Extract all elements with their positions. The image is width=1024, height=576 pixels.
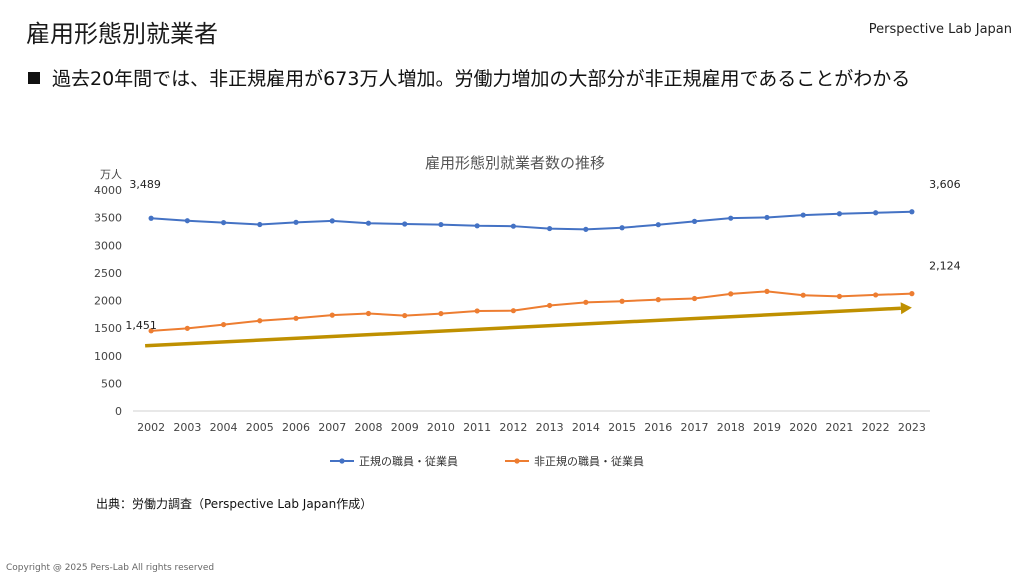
- x-tick-label: 2018: [717, 421, 745, 434]
- data-point: [619, 225, 625, 231]
- x-tick-label: 2012: [499, 421, 527, 434]
- data-point: [547, 225, 553, 232]
- data-point: [402, 312, 408, 319]
- x-tick-label: 2010: [427, 421, 455, 434]
- data-label: 1,451: [125, 319, 157, 332]
- x-tick-label: 2020: [789, 421, 817, 434]
- data-point: [220, 219, 227, 226]
- y-tick-label: 1000: [94, 350, 122, 363]
- x-tick-label: 2004: [210, 421, 238, 434]
- data-point: [257, 318, 263, 324]
- legend-swatch-marker: [339, 458, 345, 464]
- square-bullet-icon: [28, 71, 40, 84]
- data-point: [800, 212, 806, 218]
- data-point: [148, 215, 154, 221]
- summary-text: 過去20年間では、非正規雇用が673万人増加。労働力増加の大部分が非正規雇用であ…: [52, 68, 911, 90]
- x-tick-label: 2002: [137, 421, 165, 434]
- data-point: [691, 218, 698, 224]
- data-point: [293, 315, 299, 321]
- y-tick-label: 3500: [94, 212, 122, 225]
- x-tick-label: 2019: [753, 421, 781, 434]
- data-point: [329, 218, 335, 224]
- data-point: [583, 226, 589, 232]
- y-tick-label: 0: [115, 405, 122, 418]
- y-tick-label: 2000: [94, 295, 122, 308]
- trend-arrow-head: [900, 302, 912, 315]
- data-point: [293, 219, 299, 225]
- x-tick-label: 2016: [644, 421, 672, 434]
- data-point: [691, 295, 698, 302]
- data-point: [365, 310, 372, 317]
- data-label: 2,124: [929, 260, 961, 273]
- data-point: [184, 325, 190, 331]
- series-line-1: [151, 210, 912, 231]
- y-axis-unit: 万人: [100, 168, 122, 181]
- x-tick-label: 2015: [608, 421, 636, 434]
- data-point: [655, 222, 661, 228]
- data-point: [873, 210, 879, 216]
- summary-bullet: 過去20年間では、非正規雇用が673万人増加。労働力増加の大部分が非正規雇用であ…: [28, 64, 910, 91]
- page-title: 雇用形態別就業者: [26, 20, 218, 48]
- data-point: [764, 288, 770, 294]
- data-point: [583, 299, 589, 305]
- x-tick-label: 2022: [862, 421, 890, 434]
- data-point: [402, 221, 408, 227]
- x-tick-label: 2017: [681, 421, 709, 434]
- copyright: Copyright @ 2025 Pers-Lab All rights res…: [6, 563, 215, 573]
- y-tick-label: 500: [101, 377, 122, 390]
- x-tick-label: 2007: [318, 421, 346, 434]
- x-tick-label: 2013: [536, 421, 564, 434]
- y-tick-label: 1500: [94, 322, 122, 335]
- legend-label: 非正規の職員・従業員: [534, 454, 644, 468]
- y-tick-label: 3000: [94, 239, 122, 252]
- y-tick-label: 2500: [94, 267, 122, 280]
- data-point: [728, 291, 734, 297]
- data-point: [438, 221, 444, 228]
- data-point: [547, 302, 553, 309]
- data-point: [873, 292, 879, 298]
- x-tick-label: 2014: [572, 421, 600, 434]
- data-point: [909, 291, 915, 297]
- data-point: [365, 220, 372, 226]
- data-point: [764, 214, 770, 221]
- x-tick-label: 2023: [898, 421, 926, 434]
- data-point: [220, 321, 227, 328]
- data-point: [184, 218, 190, 224]
- y-tick-label: 4000: [94, 184, 122, 197]
- data-point: [510, 223, 516, 229]
- data-point: [836, 293, 843, 299]
- series-line-2: [151, 290, 912, 332]
- data-point: [474, 308, 480, 314]
- data-point: [148, 328, 154, 334]
- x-tick-label: 2003: [173, 421, 201, 434]
- data-point: [329, 312, 335, 318]
- legend-swatch-marker: [514, 458, 520, 464]
- x-tick-label: 2008: [354, 421, 382, 434]
- data-point: [619, 298, 625, 304]
- data-label: 3,489: [129, 178, 161, 191]
- data-point: [836, 211, 843, 217]
- x-tick-label: 2005: [246, 421, 274, 434]
- chart-title: 雇用形態別就業者数の推移: [425, 154, 605, 172]
- x-tick-label: 2021: [825, 421, 853, 434]
- x-tick-label: 2011: [463, 421, 491, 434]
- data-point: [438, 310, 444, 317]
- brand-logo-text: Perspective Lab Japan: [868, 22, 1012, 37]
- source-note: 出典：労働力調査（Perspective Lab Japan作成）: [96, 497, 373, 511]
- data-point: [474, 223, 480, 229]
- x-tick-label: 2006: [282, 421, 310, 434]
- data-point: [510, 308, 516, 314]
- data-point: [909, 209, 915, 215]
- x-tick-label: 2009: [391, 421, 419, 434]
- data-point: [728, 215, 734, 221]
- data-point: [800, 292, 806, 298]
- trend-arrow-line: [145, 306, 901, 348]
- data-label: 3,606: [929, 178, 961, 191]
- data-point: [257, 221, 263, 228]
- legend-label: 正規の職員・従業員: [359, 454, 458, 468]
- data-point: [655, 297, 661, 303]
